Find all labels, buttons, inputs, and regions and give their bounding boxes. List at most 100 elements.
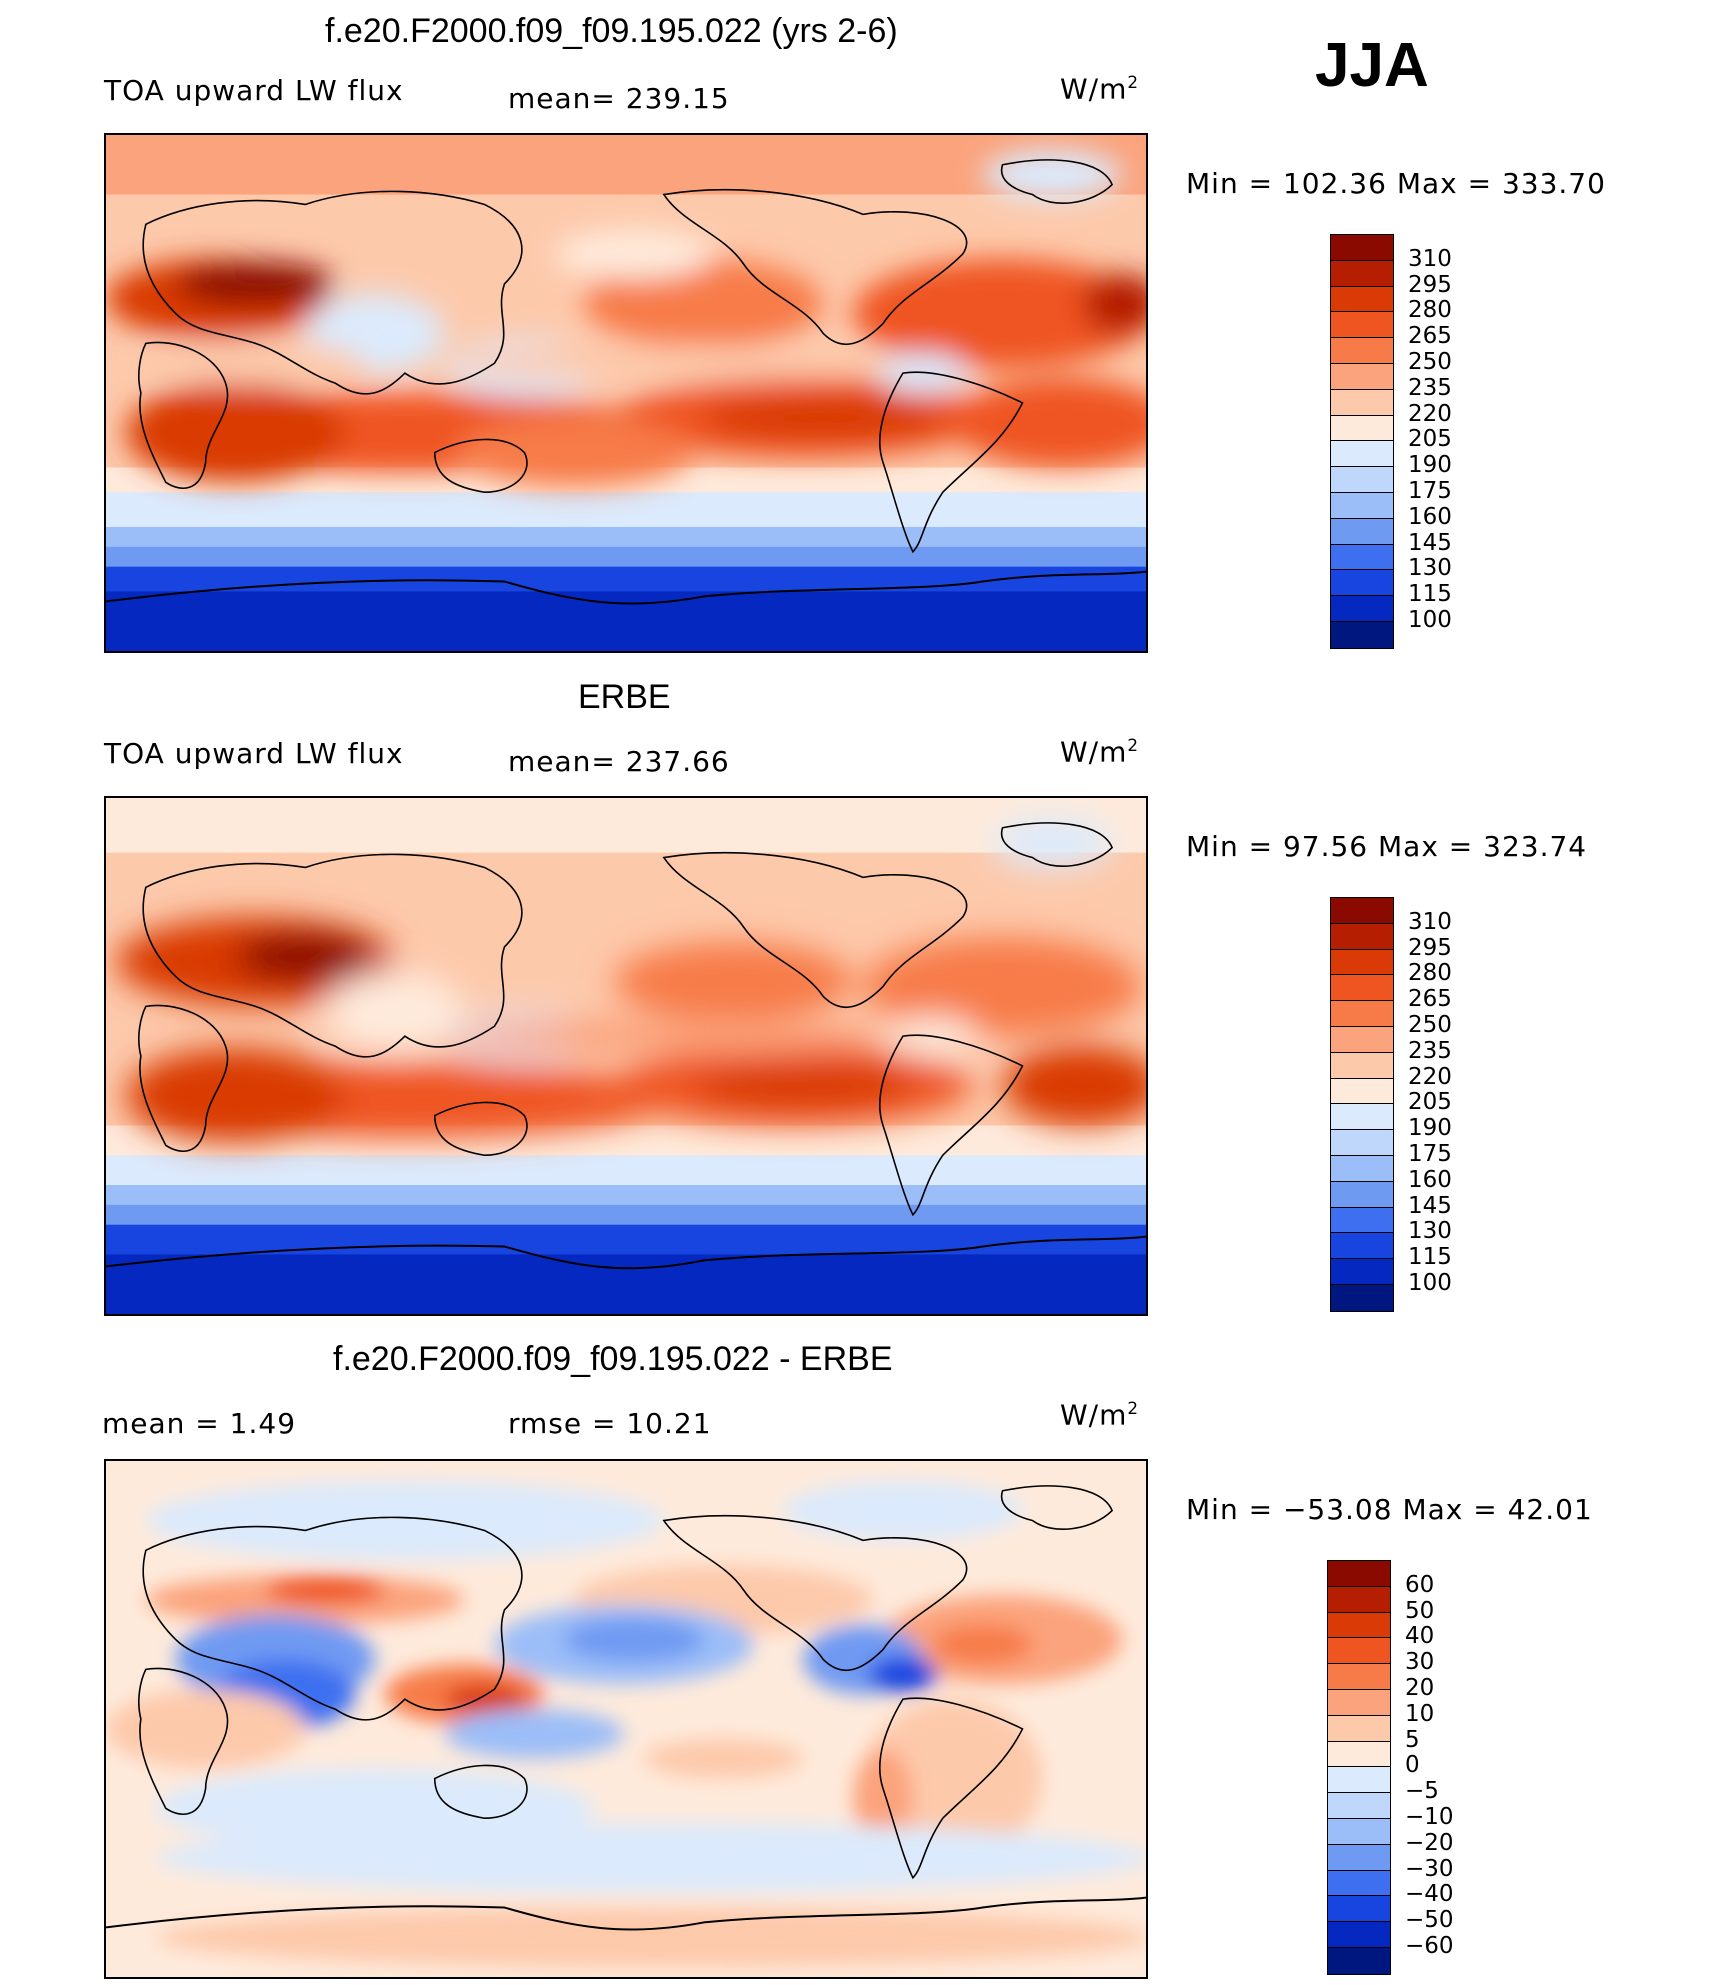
colorbar-tick-label: 160 bbox=[1408, 503, 1452, 530]
colorbar-tick-label: 130 bbox=[1408, 1218, 1452, 1245]
colorbar-tick-label: 145 bbox=[1408, 1192, 1452, 1219]
colorbar-swatch bbox=[1331, 260, 1393, 287]
colorbar-tick-label: 310 bbox=[1408, 908, 1452, 935]
panel-3-rmse-label: rmse = 10.21 bbox=[508, 1407, 712, 1440]
colorbar-tick-label: 160 bbox=[1408, 1166, 1452, 1193]
colorbar-swatch bbox=[1331, 415, 1393, 442]
colorbar-swatch bbox=[1331, 467, 1393, 493]
colorbar-swatch bbox=[1331, 570, 1393, 597]
panel-3-mean-label: mean = 1.49 bbox=[102, 1407, 297, 1440]
colorbar-tick-label: 250 bbox=[1408, 1012, 1452, 1038]
colorbar-tick-label: 295 bbox=[1408, 934, 1452, 961]
colorbar-tick-label: 130 bbox=[1408, 555, 1452, 582]
colorbar-tick-label: 5 bbox=[1405, 1726, 1420, 1753]
colorbar-swatch bbox=[1331, 1155, 1393, 1182]
panel-1-colorbar bbox=[1330, 234, 1394, 649]
colorbar-swatch bbox=[1331, 949, 1393, 976]
colorbar-swatch bbox=[1331, 975, 1393, 1002]
panel-2-title: ERBE bbox=[578, 678, 671, 716]
colorbar-tick-label: −10 bbox=[1405, 1804, 1454, 1830]
colorbar-swatch bbox=[1328, 1561, 1390, 1587]
colorbar-tick-label: 30 bbox=[1405, 1649, 1435, 1676]
colorbar-tick-label: 20 bbox=[1405, 1675, 1435, 1701]
colorbar-tick-label: 190 bbox=[1408, 1115, 1452, 1142]
colorbar-swatch bbox=[1328, 1741, 1390, 1768]
colorbar-swatch bbox=[1331, 518, 1393, 545]
colorbar-swatch bbox=[1331, 596, 1393, 622]
colorbar-tick-label: 175 bbox=[1408, 478, 1452, 504]
colorbar-swatch bbox=[1331, 1207, 1393, 1234]
colorbar-swatch bbox=[1331, 544, 1393, 571]
colorbar-tick-label: 50 bbox=[1405, 1597, 1435, 1624]
colorbar-tick-label: −5 bbox=[1405, 1778, 1439, 1805]
colorbar-tick-label: 190 bbox=[1408, 452, 1452, 479]
colorbar-swatch bbox=[1331, 312, 1393, 339]
colorbar-swatch bbox=[1331, 363, 1393, 390]
colorbar-swatch bbox=[1331, 898, 1393, 924]
panel-3-map bbox=[104, 1459, 1148, 1979]
colorbar-swatch bbox=[1328, 1896, 1390, 1923]
colorbar-swatch bbox=[1331, 621, 1393, 648]
colorbar-swatch bbox=[1331, 286, 1393, 313]
colorbar-swatch bbox=[1331, 1233, 1393, 1260]
colorbar-swatch bbox=[1328, 1586, 1390, 1613]
colorbar-swatch bbox=[1328, 1947, 1390, 1974]
colorbar-tick-label: 0 bbox=[1405, 1752, 1420, 1779]
colorbar-swatch bbox=[1331, 1052, 1393, 1079]
colorbar-swatch bbox=[1331, 389, 1393, 416]
colorbar-swatch bbox=[1328, 1793, 1390, 1819]
colorbar-swatch bbox=[1331, 1259, 1393, 1285]
colorbar-swatch bbox=[1328, 1767, 1390, 1794]
colorbar-swatch bbox=[1328, 1664, 1390, 1690]
panel-2-colorbar bbox=[1330, 897, 1394, 1312]
colorbar-swatch bbox=[1331, 1078, 1393, 1105]
colorbar-tick-label: 100 bbox=[1408, 1270, 1452, 1296]
panel-3-minmax: Min = −53.08 Max = 42.01 bbox=[1186, 1493, 1593, 1526]
panel-1-title: f.e20.F2000.f09_f09.195.022 (yrs 2-6) bbox=[325, 12, 898, 50]
colorbar-tick-label: 250 bbox=[1408, 349, 1452, 375]
colorbar-tick-label: 265 bbox=[1408, 323, 1452, 350]
panel-3-units: W/m2 bbox=[1060, 1398, 1140, 1432]
colorbar-tick-label: 235 bbox=[1408, 374, 1452, 401]
colorbar-tick-label: −60 bbox=[1405, 1933, 1454, 1959]
colorbar-tick-label: 220 bbox=[1408, 1063, 1452, 1090]
colorbar-swatch bbox=[1331, 1001, 1393, 1027]
colorbar-tick-label: 265 bbox=[1408, 986, 1452, 1013]
colorbar-tick-label: 205 bbox=[1408, 426, 1452, 453]
colorbar-swatch bbox=[1331, 235, 1393, 261]
colorbar-tick-label: −20 bbox=[1405, 1829, 1454, 1856]
colorbar-swatch bbox=[1328, 1870, 1390, 1897]
colorbar-tick-label: −50 bbox=[1405, 1907, 1454, 1934]
colorbar-swatch bbox=[1331, 923, 1393, 950]
colorbar-swatch bbox=[1331, 441, 1393, 468]
colorbar-tick-label: 280 bbox=[1408, 297, 1452, 324]
colorbar-swatch bbox=[1331, 1026, 1393, 1053]
colorbar-swatch bbox=[1331, 1181, 1393, 1208]
panel-1-minmax: Min = 102.36 Max = 333.70 bbox=[1186, 167, 1606, 200]
panel-3-title: f.e20.F2000.f09_f09.195.022 - ERBE bbox=[333, 1340, 893, 1378]
colorbar-swatch bbox=[1331, 1284, 1393, 1311]
colorbar-swatch bbox=[1331, 492, 1393, 519]
colorbar-tick-label: 235 bbox=[1408, 1037, 1452, 1064]
panel-1-units: W/m2 bbox=[1060, 72, 1140, 106]
colorbar-tick-label: −30 bbox=[1405, 1855, 1454, 1882]
colorbar-tick-label: −40 bbox=[1405, 1881, 1454, 1908]
panel-2-units: W/m2 bbox=[1060, 735, 1140, 769]
colorbar-swatch bbox=[1328, 1922, 1390, 1948]
panel-1-mean-label: mean= 239.15 bbox=[508, 82, 730, 115]
colorbar-tick-label: 295 bbox=[1408, 271, 1452, 298]
colorbar-tick-label: 10 bbox=[1405, 1700, 1435, 1727]
colorbar-tick-label: 40 bbox=[1405, 1623, 1435, 1650]
colorbar-swatch bbox=[1328, 1612, 1390, 1639]
panel-2-mean-label: mean= 237.66 bbox=[508, 745, 730, 778]
panel-1-map bbox=[104, 133, 1148, 653]
colorbar-tick-label: 205 bbox=[1408, 1089, 1452, 1116]
colorbar-swatch bbox=[1328, 1844, 1390, 1871]
colorbar-swatch bbox=[1328, 1818, 1390, 1845]
panel-2-minmax: Min = 97.56 Max = 323.74 bbox=[1186, 830, 1588, 863]
colorbar-tick-label: 60 bbox=[1405, 1571, 1435, 1598]
colorbar-tick-label: 280 bbox=[1408, 960, 1452, 987]
colorbar-tick-label: 100 bbox=[1408, 607, 1452, 633]
colorbar-tick-label: 175 bbox=[1408, 1141, 1452, 1167]
colorbar-swatch bbox=[1331, 1104, 1393, 1131]
